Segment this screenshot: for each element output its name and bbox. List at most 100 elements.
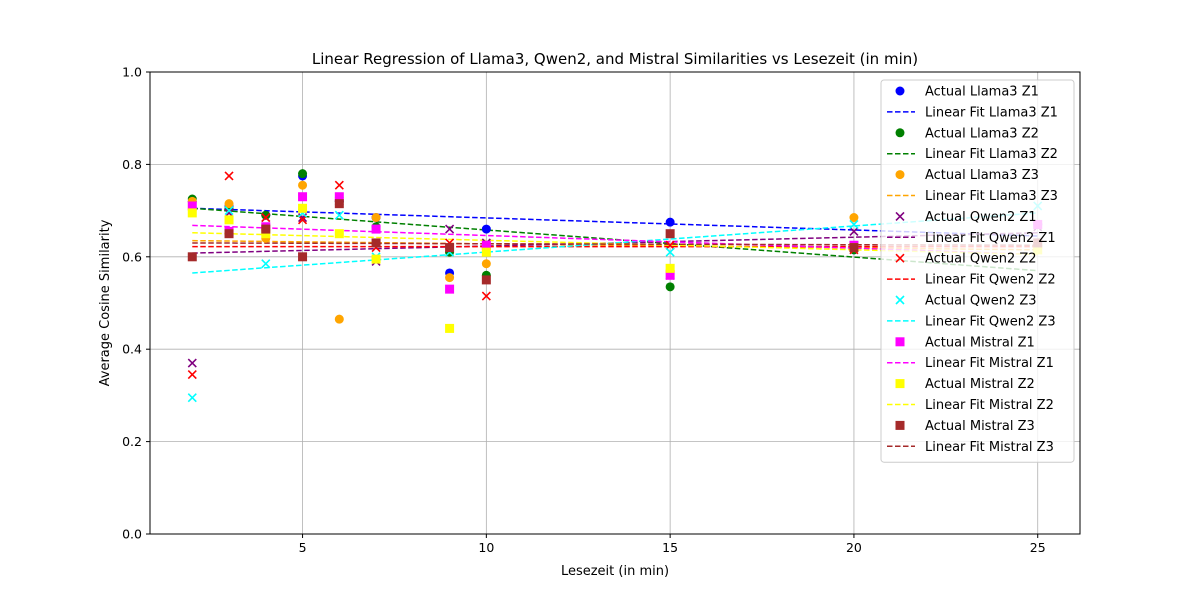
legend-label: Linear Fit Mistral Z3 [925,440,1054,455]
legend-marker-swatch [895,128,905,138]
data-point [334,314,344,324]
data-point [445,284,455,294]
data-point [334,180,344,190]
data-point [445,323,455,333]
legend-label: Linear Fit Qwen2 Z1 [925,231,1056,246]
data-point [224,199,234,209]
legend-label: Actual Mistral Z2 [925,377,1035,392]
axis-ticks: 5 10 15 20 25 0.0 0.2 0.4 0.6 0.8 1.0 [122,65,1046,556]
legend-marker-swatch [895,379,905,389]
data-point [187,358,197,368]
data-point [224,206,234,216]
y-tick-label: 0.4 [122,342,142,357]
y-tick-label: 0.8 [122,157,142,172]
legend-label: Linear Fit Llama3 Z2 [925,147,1058,162]
data-point [261,212,271,223]
data-point [298,169,308,179]
data-point [187,393,197,403]
y-tick-label: 0.2 [122,434,142,449]
data-point [334,199,344,209]
data-point [665,229,675,239]
data-point [665,263,675,273]
data-point [445,243,455,253]
data-point [334,229,344,239]
legend-marker-swatch [895,337,905,347]
legend-label: Actual Llama3 Z2 [925,126,1039,141]
legend-marker-swatch [895,86,905,96]
legend-label: Linear Fit Mistral Z1 [925,356,1054,371]
legend-entry: Linear Fit Llama3 Z3 [887,189,1058,204]
data-point [187,252,197,262]
data-point [665,217,675,227]
data-point [297,215,308,225]
data-point [334,210,344,220]
data-point [665,240,675,250]
legend-entry: Actual Qwen2 Z1 [895,210,1037,225]
data-point [261,224,271,234]
plot-frame [149,71,1081,535]
data-point [481,224,491,234]
legend-label: Linear Fit Llama3 Z3 [925,189,1058,204]
data-point [224,215,234,225]
data-point [261,229,271,239]
legend-label: Actual Qwen2 Z3 [925,294,1037,309]
data-point [298,180,308,190]
data-point [371,224,381,234]
data-point [298,252,308,262]
legend-entry: Linear Fit Qwen2 Z1 [887,231,1056,246]
data-point [481,240,491,250]
legend-entry: Linear Fit Mistral Z3 [887,440,1054,455]
data-point [665,282,675,292]
data-point [481,291,491,301]
data-point [481,275,491,285]
data-point [849,219,859,230]
data-point [481,247,491,257]
data-point [187,370,197,380]
legend-marker-swatch [895,211,905,221]
legend-entry: Linear Fit Llama3 Z2 [887,147,1058,162]
legend-label: Actual Llama3 Z3 [925,168,1039,183]
legend-label: Actual Mistral Z3 [925,419,1035,434]
data-point [224,229,234,239]
x-tick-label: 20 [846,540,862,555]
legend-label: Linear Fit Llama3 Z1 [925,105,1058,120]
data-point [334,192,344,202]
y-tick-label: 1.0 [122,65,142,80]
x-tick-label: 15 [662,540,678,555]
data-point [371,254,381,264]
data-point [849,243,859,253]
legend-entry: Actual Qwen2 Z3 [895,294,1037,309]
y-tick-label: 0.6 [122,249,142,264]
legend-entry: Actual Llama3 Z2 [895,126,1039,141]
legend-marker-swatch [895,420,905,430]
data-point [665,247,675,257]
data-point [445,224,455,234]
data-point [371,238,381,248]
legend-entry: Actual Mistral Z3 [895,419,1035,434]
legend-entry: Linear Fit Llama3 Z1 [887,105,1058,120]
legend-label: Actual Qwen2 Z2 [925,252,1037,267]
x-tick-label: 10 [478,540,494,555]
legend-entry: Linear Fit Mistral Z1 [887,356,1054,371]
data-point [849,213,859,223]
y-axis-label: Average Cosine Similarity [98,219,113,386]
legend-entry: Linear Fit Mistral Z2 [887,398,1054,413]
data-point [187,201,197,211]
legend-label: Actual Llama3 Z1 [925,85,1039,100]
x-axis-label: Lesezeit (in min) [561,564,669,579]
legend-label: Linear Fit Qwen2 Z2 [925,273,1056,288]
legend-label: Actual Mistral Z1 [925,335,1035,350]
data-point [371,213,381,223]
data-point [261,210,271,220]
data-point [298,203,308,213]
legend-marker-swatch [895,295,905,305]
x-tick-label: 25 [1030,540,1046,555]
legend-label: Actual Qwen2 Z1 [925,210,1037,225]
data-point [261,259,271,269]
legend-entry: Actual Mistral Z2 [895,377,1035,392]
data-point [445,273,455,283]
data-point [665,270,675,280]
y-tick-label: 0.0 [122,527,142,542]
data-point [298,192,308,202]
